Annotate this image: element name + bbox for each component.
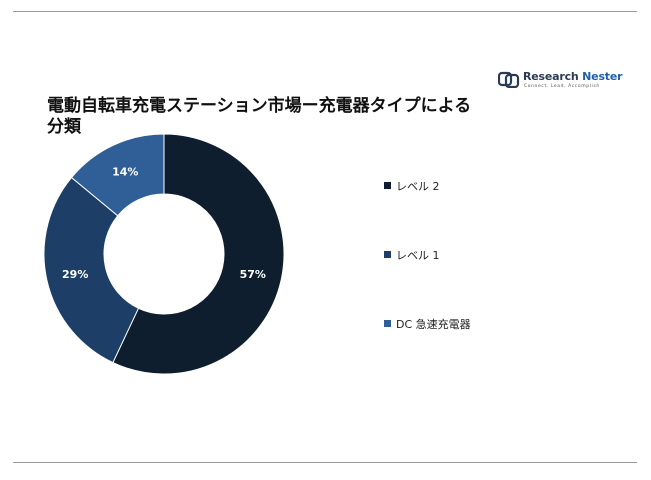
- logo-name: Research Nester: [523, 70, 623, 83]
- bottom-divider: [13, 462, 637, 463]
- legend-item-dc-fast-charger: DC 急速充電器: [384, 316, 471, 331]
- logo-mark-icon: [498, 71, 520, 88]
- legend-swatch: [384, 251, 391, 258]
- slice-percent-label: 29%: [62, 268, 88, 281]
- legend-label: レベル 1: [396, 249, 440, 262]
- legend-swatch: [384, 182, 391, 189]
- chart-title: 電動自転車充電ステーション市場ー充電器タイプによる分類: [47, 96, 472, 137]
- slice-percent-label: 57%: [240, 268, 266, 281]
- slice-percent-label: 14%: [112, 166, 138, 179]
- donut-slice: [112, 133, 285, 375]
- donut-slice: [70, 133, 165, 217]
- legend-label: DC 急速充電器: [396, 318, 471, 331]
- legend-item-level-1: レベル 1: [384, 247, 440, 262]
- logo-tagline: Connect. Lead. Accomplish: [524, 84, 600, 89]
- donut-slice: [43, 176, 140, 364]
- legend-item-level-2: レベル 2: [384, 178, 440, 193]
- legend-swatch: [384, 320, 391, 327]
- legend-label: レベル 2: [396, 180, 440, 193]
- research-nester-logo: Research Nester Connect. Lead. Accomplis…: [498, 69, 623, 91]
- top-divider: [13, 11, 637, 12]
